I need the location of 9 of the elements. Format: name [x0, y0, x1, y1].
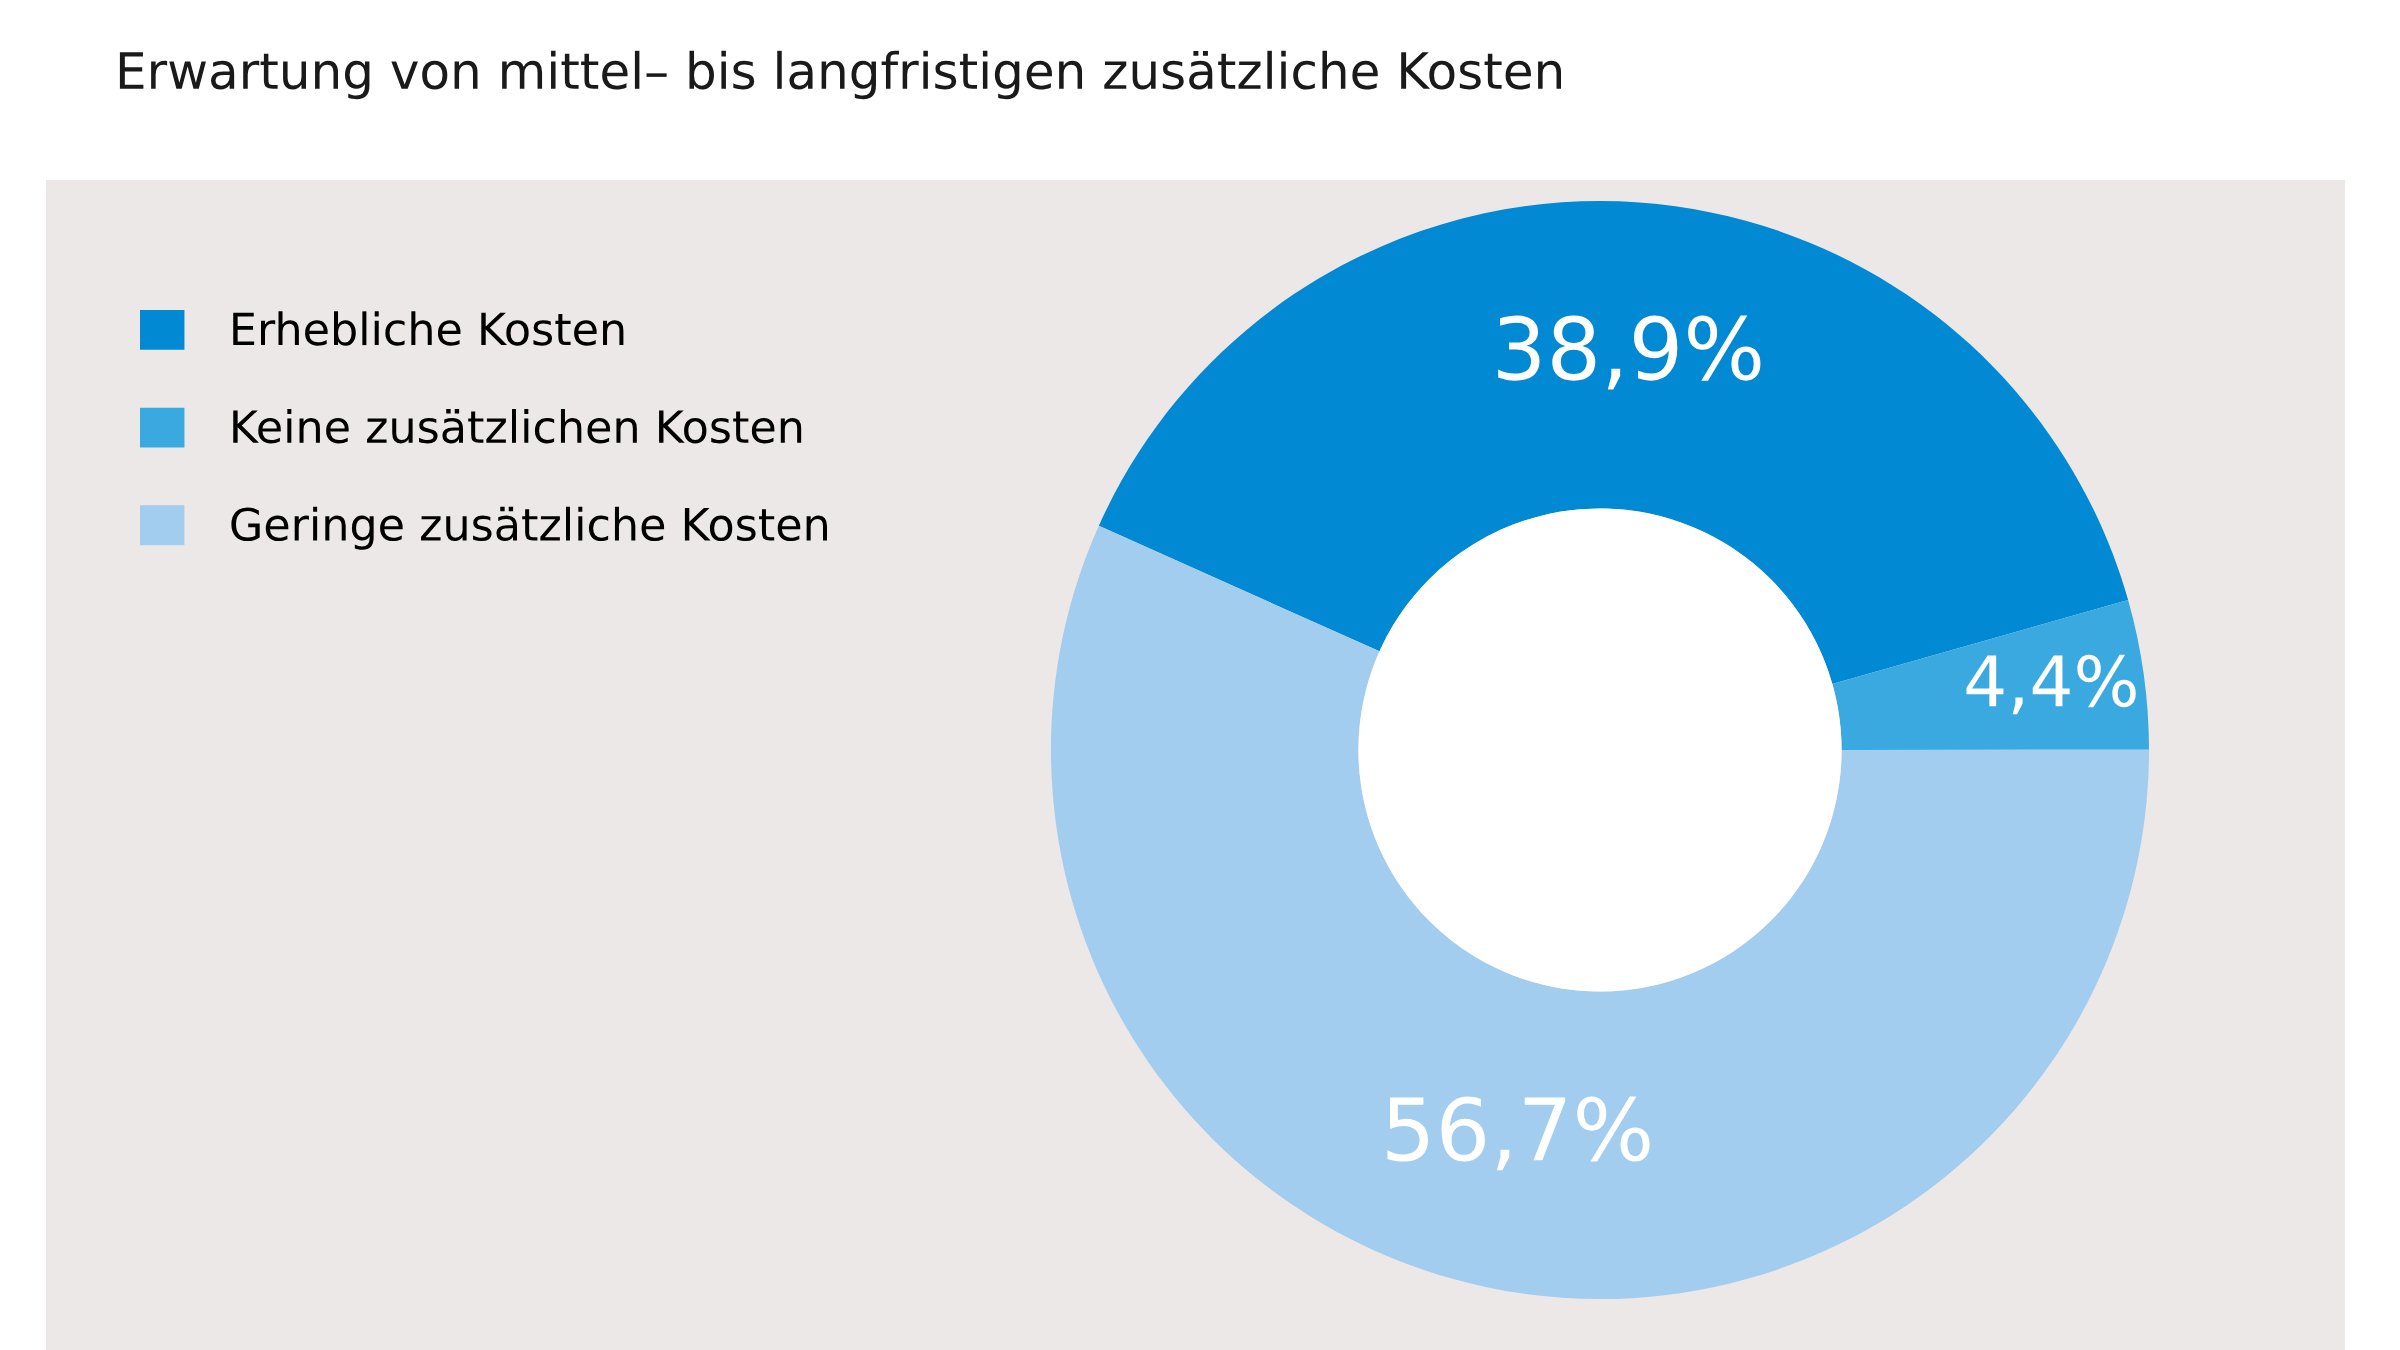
- legend-label: Keine zusätzlichen Kosten: [233, 409, 802, 444]
- chart-title: Erwartung von mittel– bis langfristigen zusätzliche Kosten: [119, 50, 1562, 100]
- donut-slice: [1832, 599, 2150, 750]
- data-label: 4,4%: [1966, 654, 2136, 715]
- legend-label: Erhebliche Kosten: [233, 311, 624, 346]
- data-label: 38,9%: [1498, 315, 1761, 390]
- legend-label: Geringe zusätzliche Kosten: [231, 506, 827, 550]
- data-label: 56,7%: [1387, 1096, 1650, 1171]
- donut-slice: [1051, 525, 2150, 1299]
